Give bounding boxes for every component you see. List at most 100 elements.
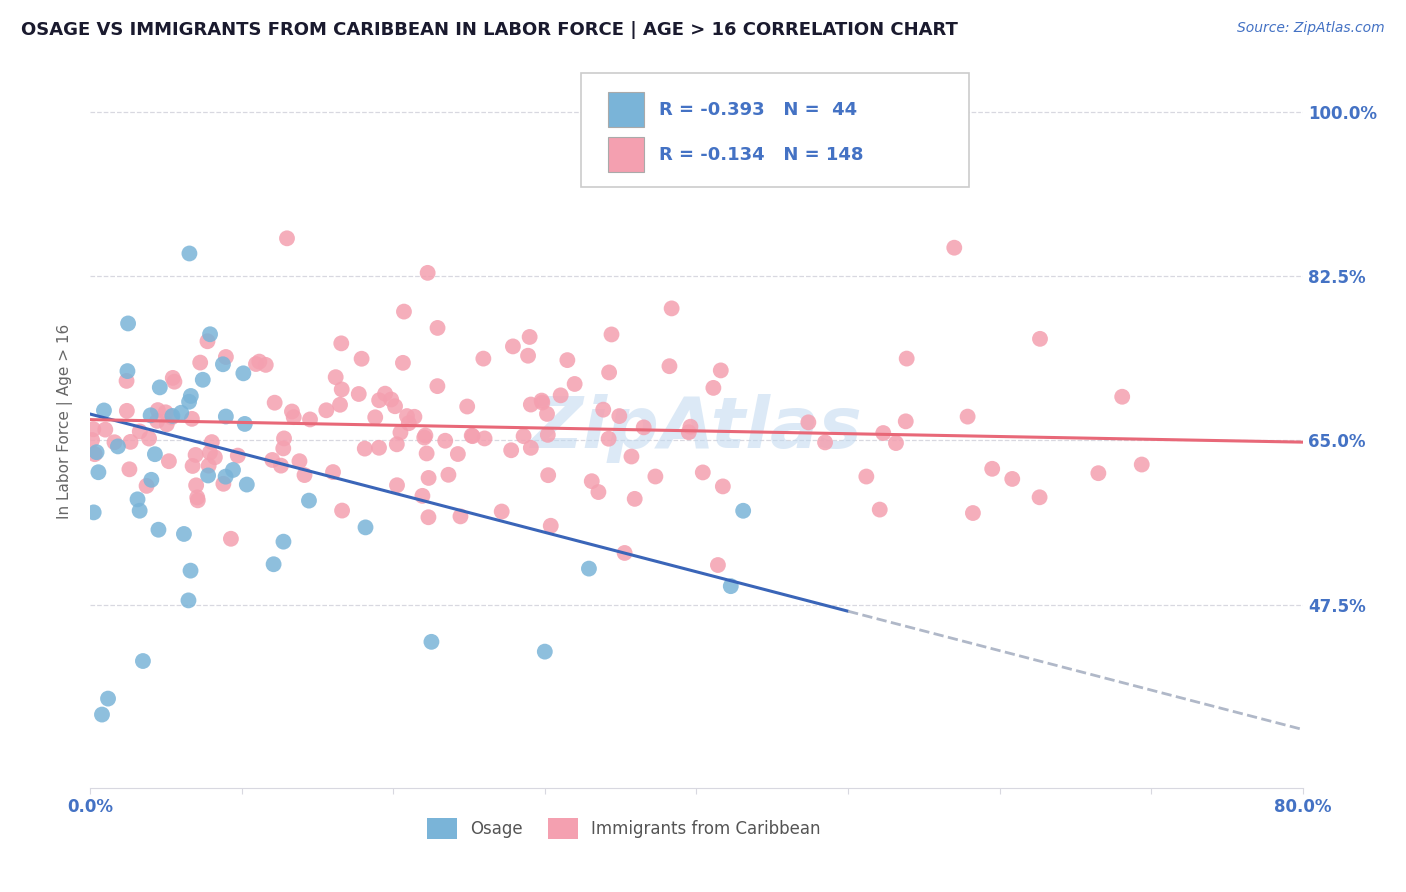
Point: [404, 409, 426, 424]
Point: [160, 410, 183, 425]
Point: [162, 371, 184, 385]
Point: [392, 356, 415, 370]
Point: [87, 465, 110, 479]
Point: [270, 458, 292, 473]
Point: [117, 364, 139, 378]
Point: [247, 354, 270, 368]
Point: [173, 527, 195, 541]
Point: [115, 374, 138, 388]
Point: [411, 489, 433, 503]
Point: [692, 466, 714, 480]
Point: [97, 691, 120, 706]
Point: [1028, 490, 1050, 504]
Point: [115, 404, 138, 418]
Point: [263, 395, 285, 409]
Point: [139, 409, 162, 423]
Point: [517, 349, 540, 363]
Point: [962, 506, 984, 520]
Point: [1111, 390, 1133, 404]
Point: [623, 491, 645, 506]
Point: [163, 375, 186, 389]
Point: [354, 520, 377, 534]
Point: [385, 437, 408, 451]
Point: [288, 454, 311, 468]
Point: [797, 415, 820, 429]
Point: [127, 492, 149, 507]
Point: [418, 471, 440, 485]
Point: [118, 462, 141, 476]
Point: [330, 336, 353, 351]
Point: [564, 376, 586, 391]
Point: [273, 534, 295, 549]
Point: [607, 409, 630, 423]
Point: [855, 469, 877, 483]
Point: [132, 654, 155, 668]
Point: [149, 380, 172, 394]
Point: [181, 458, 204, 473]
Point: [245, 357, 267, 371]
Point: [426, 379, 449, 393]
Point: [600, 327, 623, 342]
Point: [226, 449, 249, 463]
Point: [177, 593, 200, 607]
Point: [395, 409, 418, 423]
Point: [536, 407, 558, 421]
Point: [702, 381, 724, 395]
Point: [461, 428, 484, 442]
Point: [520, 441, 543, 455]
Point: [212, 476, 235, 491]
Point: [449, 509, 471, 524]
Point: [392, 304, 415, 318]
Point: [426, 321, 449, 335]
Point: [434, 434, 457, 448]
Point: [720, 579, 742, 593]
Point: [413, 431, 436, 445]
Point: [520, 398, 543, 412]
Point: [368, 393, 391, 408]
Point: [512, 429, 534, 443]
Point: [588, 485, 610, 500]
Point: [679, 419, 702, 434]
Point: [325, 370, 347, 384]
Point: [420, 635, 443, 649]
Point: [184, 478, 207, 492]
Point: [869, 502, 891, 516]
Point: [180, 564, 202, 578]
Point: [215, 409, 238, 424]
Point: [537, 468, 560, 483]
Point: [83, 447, 105, 461]
Point: [350, 351, 373, 366]
Point: [80, 433, 103, 447]
Point: [364, 410, 387, 425]
FancyBboxPatch shape: [607, 92, 644, 128]
Point: [143, 447, 166, 461]
Point: [197, 458, 219, 473]
Point: [135, 479, 157, 493]
Point: [384, 399, 406, 413]
Point: [276, 231, 298, 245]
Point: [281, 404, 304, 418]
Point: [872, 425, 894, 440]
Point: [1001, 472, 1024, 486]
Point: [157, 454, 180, 468]
Point: [128, 425, 150, 439]
Point: [128, 504, 150, 518]
Point: [222, 463, 245, 477]
Point: [711, 479, 734, 493]
Point: [187, 493, 209, 508]
Point: [186, 491, 208, 505]
Point: [456, 400, 478, 414]
Point: [141, 473, 163, 487]
Point: [385, 478, 408, 492]
Point: [658, 359, 681, 374]
Point: [219, 532, 242, 546]
FancyBboxPatch shape: [607, 136, 644, 172]
Point: [215, 350, 238, 364]
Point: [170, 406, 193, 420]
Point: [197, 468, 219, 483]
Point: [191, 373, 214, 387]
Point: [86, 445, 108, 459]
Point: [188, 355, 211, 369]
Point: [204, 450, 226, 465]
Point: [613, 546, 636, 560]
